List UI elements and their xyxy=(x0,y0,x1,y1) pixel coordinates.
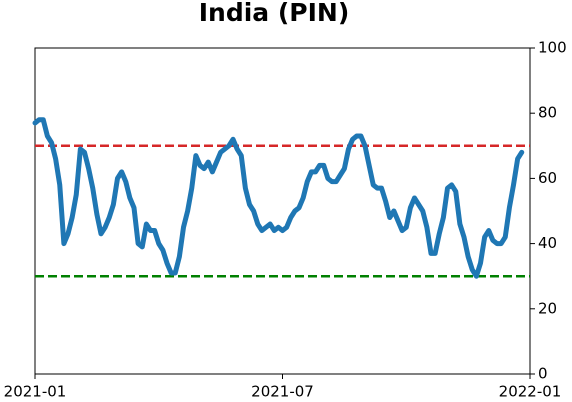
y-tick-label: 60 xyxy=(538,169,557,187)
data-line xyxy=(32,117,525,279)
x-tick-label: 2022-01 xyxy=(499,383,562,401)
chart-title: India (PIN) xyxy=(199,0,350,27)
x-tick-label: 2021-07 xyxy=(251,383,314,401)
y-tick-label: 20 xyxy=(538,299,557,317)
y-tick-label: 80 xyxy=(538,104,557,122)
y-tick-label: 100 xyxy=(538,39,567,57)
x-tick-label: 2021-01 xyxy=(4,383,67,401)
y-tick-label: 0 xyxy=(538,365,548,383)
y-tick-label: 40 xyxy=(538,234,557,252)
